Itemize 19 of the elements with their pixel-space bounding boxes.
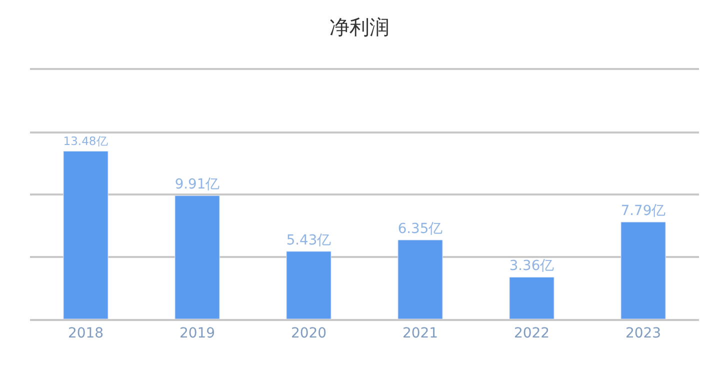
x-tick-label: 2022: [514, 326, 550, 342]
bar: [174, 195, 220, 319]
x-tick-label: 2020: [290, 326, 327, 342]
data-label: 6.35亿: [398, 220, 443, 237]
x-tick-label: 2021: [402, 326, 438, 342]
data-label: 13.48亿: [63, 134, 108, 148]
data-label: 3.36亿: [509, 258, 554, 274]
bar: [509, 276, 554, 319]
data-label: 5.43亿: [286, 232, 332, 248]
chart-title: 净利润: [330, 14, 390, 39]
bar: [286, 251, 332, 319]
x-tick-label: 2018: [68, 326, 104, 342]
data-label: 9.91亿: [174, 176, 220, 193]
x-tick-label: 2019: [179, 326, 216, 342]
x-tick-label: 2023: [625, 326, 662, 342]
bar: [620, 222, 666, 319]
bar: [398, 240, 443, 319]
data-label: 7.79亿: [620, 202, 666, 219]
bar: [63, 150, 108, 319]
